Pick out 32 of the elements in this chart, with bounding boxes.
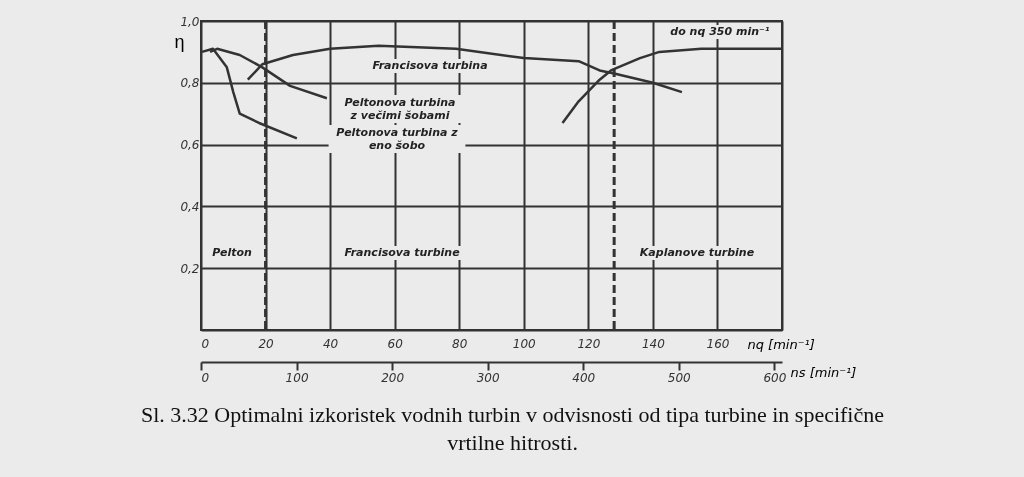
y-tick-label: 1,0: [180, 14, 200, 29]
x-tick-label: 60: [387, 336, 404, 351]
annotation: Peltonova turbina z eno šobo: [336, 125, 459, 152]
y-axis-title: η: [174, 31, 185, 52]
x2-tick-label: 300: [476, 370, 500, 385]
annotation: Francisova turbine: [344, 246, 461, 259]
x-tick-label: 20: [258, 336, 275, 351]
text: Sl. 3.32 Optimalni izkoristek vodnih turbin v odvisnosti od tipa turbine in specifične vrtilne hitrosti.: [140, 402, 885, 455]
annotation: Pelton: [212, 246, 252, 259]
x-tick-label: 80: [452, 336, 468, 351]
x2-tick-label: 0: [201, 370, 210, 385]
annotation: do nq 350 min⁻¹: [670, 25, 770, 38]
y-tick-label: 0,8: [180, 76, 200, 91]
annotation: Francisova turbina: [372, 59, 488, 72]
x-axis-title: nq [min⁻¹]: [747, 336, 815, 352]
x-tick-label: 0: [201, 336, 210, 351]
x-tick-label: 140: [641, 336, 666, 351]
annotation: Kaplanove turbine: [639, 246, 755, 259]
y-tick-label: 0,6: [180, 138, 200, 153]
x2-axis-title: ns [min⁻¹]: [790, 364, 857, 380]
x2-tick-label: 500: [667, 370, 692, 385]
x2-tick-label: 400: [572, 370, 596, 385]
x-tick-label: 40: [322, 336, 339, 351]
x2-tick-label: 100: [285, 370, 309, 385]
x-tick-label: 160: [706, 336, 730, 351]
x2-tick-label: 600: [763, 370, 787, 385]
x2-tick-label: 200: [381, 370, 405, 385]
x-tick-label: 100: [512, 336, 537, 351]
annotation: Peltonova turbina z večimi šobami: [344, 95, 456, 122]
y-tick-label: 0,4: [180, 199, 200, 214]
y-tick-label: 0,2: [180, 261, 200, 276]
x-tick-label: 120: [577, 336, 601, 351]
